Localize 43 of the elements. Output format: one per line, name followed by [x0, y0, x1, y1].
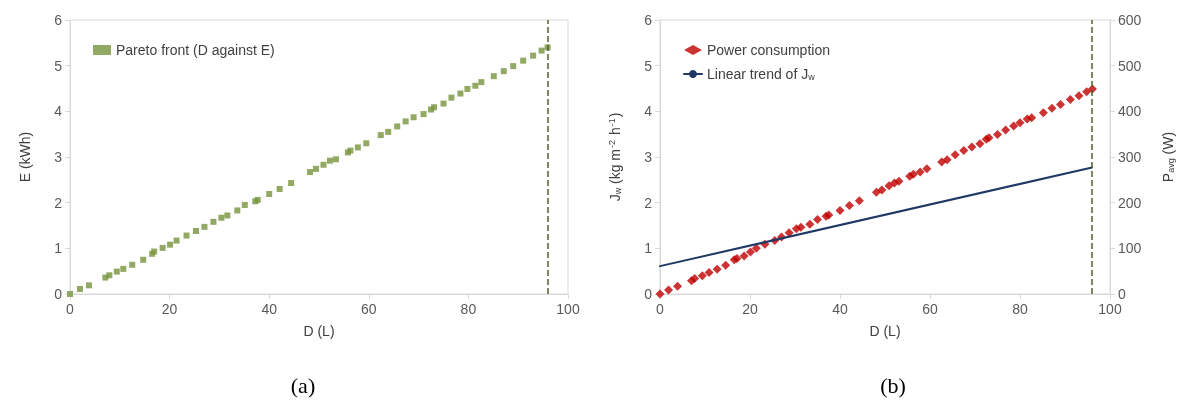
- y2-tick-label: 500: [1118, 57, 1142, 74]
- y-tick-label: 4: [54, 103, 63, 120]
- x-tick-label: 80: [1012, 301, 1028, 317]
- legend-label: Power consumption: [707, 42, 830, 58]
- y-axis-title: E (kWh): [17, 131, 33, 183]
- y2-tick-label: 300: [1118, 149, 1142, 165]
- x-tick-label: 100: [556, 301, 580, 317]
- y-tick-label: 0: [644, 286, 653, 302]
- x-tick-label: 20: [742, 301, 758, 317]
- legend-label: Pareto front (D against E): [116, 42, 275, 58]
- y-axis-title: Jw (kg m-2 h-1): [606, 112, 623, 202]
- y-tick-label: 2: [54, 194, 63, 211]
- text: (a): [290, 372, 316, 398]
- y-tick-label: 6: [54, 12, 63, 28]
- y-tick-label: 3: [644, 149, 653, 165]
- y2-tick-label: 400: [1118, 103, 1142, 120]
- y-tick-label: 3: [54, 149, 63, 165]
- y-tick-label: 5: [54, 57, 63, 74]
- x-tick-label: 40: [832, 301, 848, 317]
- text: (b): [880, 372, 906, 398]
- y2-tick-label: 0: [1118, 286, 1126, 302]
- x-tick-label: 0: [656, 301, 665, 317]
- y-tick-label: 6: [644, 12, 653, 28]
- y-tick-label: 1: [644, 240, 653, 257]
- x-tick-label: 40: [261, 301, 278, 317]
- y-tick-label: 5: [644, 57, 653, 74]
- y2-tick-label: 200: [1118, 194, 1142, 211]
- y-tick-label: 0: [54, 286, 63, 302]
- x-tick-label: 60: [361, 301, 377, 317]
- y-tick-label: 2: [644, 194, 653, 211]
- x-tick-label: 60: [922, 301, 938, 317]
- legend-label: Linear trend of Jw: [707, 66, 816, 82]
- x-tick-label: 0: [66, 301, 75, 317]
- x-axis-title: D (L): [303, 323, 335, 339]
- x-tick-label: 100: [1098, 301, 1122, 317]
- y-tick-label: 1: [54, 240, 63, 257]
- y-tick-label: 4: [644, 103, 653, 120]
- x-tick-label: 80: [460, 301, 477, 317]
- y2-tick-label: 100: [1118, 240, 1142, 257]
- y2-tick-label: 600: [1118, 12, 1142, 28]
- x-axis-title: D (L): [869, 323, 901, 339]
- x-tick-label: 20: [161, 301, 178, 317]
- y2-axis-title: Pavg (W): [1159, 131, 1176, 183]
